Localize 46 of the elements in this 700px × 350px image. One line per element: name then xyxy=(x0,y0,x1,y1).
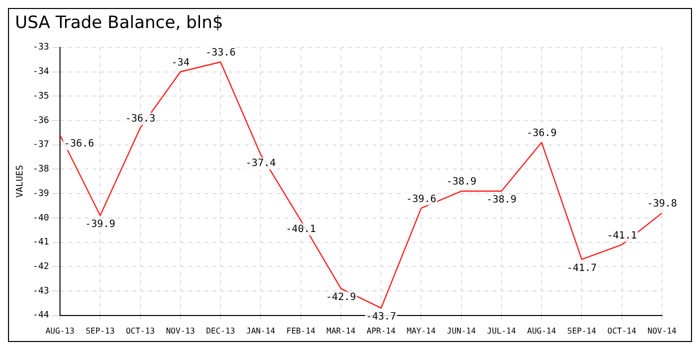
data-label: -36.6 xyxy=(64,138,94,150)
x-tick-label: JUN-14 xyxy=(446,326,476,336)
y-tick-label: -44 xyxy=(32,310,50,321)
data-label: -39.6 xyxy=(406,194,436,205)
y-tick-label: -41 xyxy=(32,238,50,248)
data-label: -38.9 xyxy=(446,176,476,188)
x-tick-label: JAN-14 xyxy=(246,326,276,336)
x-tick-label: MAR-14 xyxy=(326,326,356,336)
data-label: -36.3 xyxy=(125,113,156,124)
y-tick-label: -42 xyxy=(32,262,50,272)
data-label: -33.6 xyxy=(206,48,236,59)
y-tick-label: -37 xyxy=(32,140,50,150)
x-tick-label: APR-14 xyxy=(366,326,396,336)
x-tick-label: AUG-13 xyxy=(46,326,75,336)
y-tick-label: -43 xyxy=(32,286,50,296)
x-tick-label: DEC-13 xyxy=(206,326,236,336)
x-tick-label: OCT-14 xyxy=(607,326,636,336)
chart-title: USA Trade Balance, bln$ xyxy=(15,13,224,33)
x-tick-label: JUL-14 xyxy=(487,326,516,336)
x-tick-label: SEP-14 xyxy=(567,326,596,336)
x-tick-label: SEP-13 xyxy=(86,326,115,336)
y-tick-label: -35 xyxy=(32,91,50,102)
y-axis-title: VALUES xyxy=(16,165,26,198)
y-tick-label: -38 xyxy=(32,164,50,175)
data-label: -41.1 xyxy=(606,230,637,242)
y-tick-label: -34 xyxy=(32,67,50,78)
y-tick-label: -40 xyxy=(32,213,50,224)
data-label: -43.7 xyxy=(366,312,396,323)
data-label: -34 xyxy=(171,57,190,68)
x-tick-label: NOV-13 xyxy=(166,326,196,336)
data-label: -37.4 xyxy=(246,158,276,170)
x-tick-label: MAY-14 xyxy=(406,326,436,336)
x-tick-label: AUG-14 xyxy=(527,326,556,336)
y-tick-label: -36 xyxy=(32,116,50,126)
data-label: -42.9 xyxy=(326,292,356,304)
data-label: -38.9 xyxy=(486,194,517,206)
y-tick-label: -39 xyxy=(32,188,50,199)
data-label: -39.9 xyxy=(85,219,116,230)
data-label: -36.9 xyxy=(526,128,557,140)
data-label: -41.7 xyxy=(566,262,597,274)
x-tick-label: OCT-13 xyxy=(126,326,155,336)
y-tick-label: -33 xyxy=(32,42,50,53)
x-tick-label: FEB-14 xyxy=(286,326,316,336)
data-label: -40.1 xyxy=(286,224,316,235)
data-label: -39.8 xyxy=(646,198,678,210)
x-tick-label: NOV-14 xyxy=(648,326,677,336)
